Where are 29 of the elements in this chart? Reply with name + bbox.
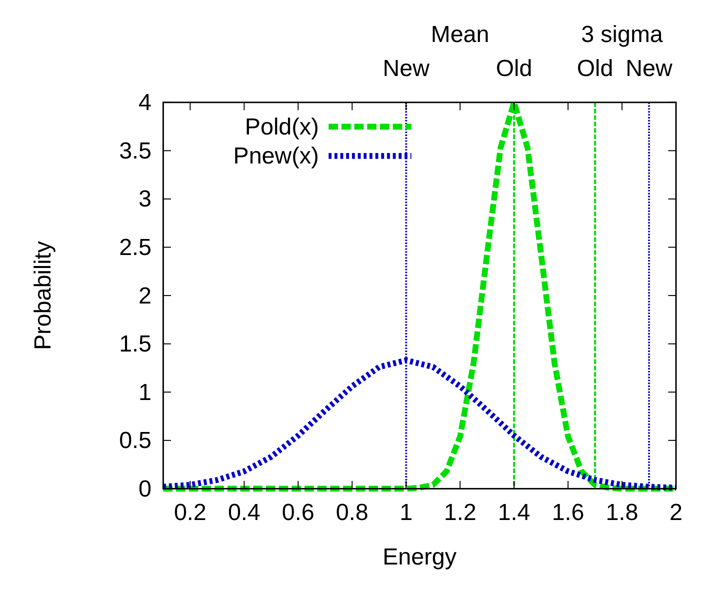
x-tick-label: 0.4	[228, 498, 260, 525]
ref-line-label: Old	[496, 55, 532, 82]
ref-line-label: New	[626, 55, 673, 82]
y-tick-label: 2	[138, 282, 152, 308]
x-tick-label: 0.6	[282, 498, 314, 525]
x-tick-label: 0.2	[174, 498, 206, 525]
x-tick-label: 1.4	[498, 498, 530, 525]
legend-label: Pold(x)	[244, 114, 319, 140]
y-tick-label: 2.5	[119, 234, 152, 260]
y-tick-label: 1	[138, 378, 152, 405]
y-tick-label: 4	[138, 89, 152, 116]
x-tick-label: 1.2	[444, 498, 476, 525]
text: 3 sigma	[581, 21, 663, 48]
x-tick-label: 1	[400, 498, 413, 525]
y-tick-label: 3.5	[119, 137, 152, 164]
text: Mean	[430, 21, 490, 48]
x-tick-label: 0.8	[336, 498, 368, 525]
y-tick-label: 3	[138, 186, 152, 212]
y-tick-label: 1.5	[119, 330, 152, 357]
legend-label: Pnew(x)	[233, 142, 319, 169]
y-tick-label: 0.5	[119, 427, 152, 454]
x-axis-title: Energy	[382, 544, 457, 570]
x-tick-label: 1.6	[552, 498, 584, 525]
ref-line-label: Old	[576, 55, 614, 82]
y-tick-label: 0	[138, 475, 152, 502]
ref-line-label: New	[382, 55, 430, 82]
y-axis-title: Probability	[29, 240, 56, 350]
x-tick-label: 2	[670, 498, 682, 525]
x-tick-label: 1.8	[606, 498, 638, 525]
